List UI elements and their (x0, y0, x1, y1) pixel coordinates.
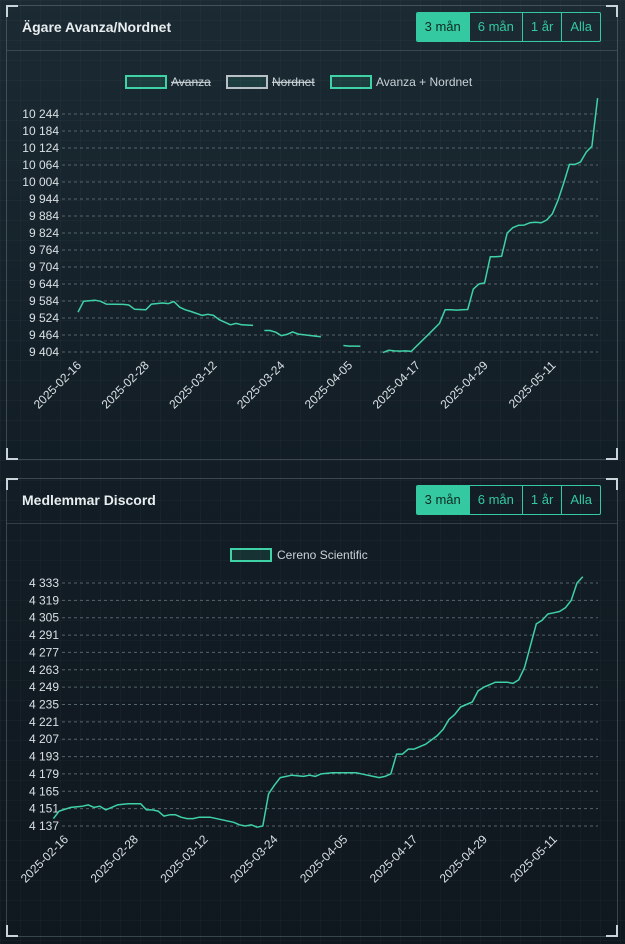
x-tick-label: 2025-03-12 (166, 358, 220, 412)
y-tick-label: 9 704 (29, 260, 59, 274)
y-tick-label: 9 404 (29, 345, 59, 359)
series-line (52, 576, 584, 828)
y-tick-label: 10 184 (22, 124, 59, 138)
y-tick-label: 9 884 (29, 209, 59, 223)
x-tick-label: 2025-05-11 (506, 358, 559, 411)
legend-item[interactable]: Nordnet (226, 75, 315, 89)
panel-header: Medlemmar Discord 3 mån 6 mån 1 år Alla (7, 479, 617, 524)
range-button-1y[interactable]: 1 år (521, 13, 561, 41)
corner-bracket (6, 448, 18, 460)
corner-bracket (606, 5, 618, 17)
x-tick-label: 2025-04-05 (297, 832, 351, 886)
corner-bracket (606, 478, 618, 490)
corner-bracket (6, 478, 18, 490)
y-tick-label: 9 584 (29, 294, 59, 308)
range-button-1y[interactable]: 1 år (521, 486, 561, 514)
range-button-group: 3 mån 6 mån 1 år Alla (415, 485, 601, 515)
range-button-all[interactable]: Alla (561, 13, 600, 41)
discord-panel: Medlemmar Discord 3 mån 6 mån 1 år Alla (6, 478, 618, 937)
y-tick-label: 10 064 (22, 158, 59, 172)
y-tick-label: 4 151 (29, 802, 59, 816)
corner-bracket (6, 925, 18, 937)
series-line (382, 98, 599, 354)
legend-swatch (226, 75, 268, 89)
x-tick-label: 2025-04-17 (370, 358, 424, 412)
y-tick-label: 4 137 (29, 819, 59, 833)
y-tick-label: 4 249 (29, 680, 59, 694)
legend-item[interactable]: Avanza + Nordnet (330, 75, 473, 89)
owners-panel: Ägare Avanza/Nordnet 3 mån 6 mån 1 år Al… (6, 5, 618, 460)
x-tick-label: 2025-03-24 (234, 358, 288, 412)
legend-item[interactable]: Cereno Scientific (230, 548, 368, 562)
x-tick-label: 2025-02-16 (31, 358, 85, 412)
x-tick-label: 2025-04-05 (302, 358, 356, 412)
y-tick-label: 4 193 (29, 750, 59, 764)
legend-label: Avanza (171, 75, 211, 89)
owners-line-chart: Avanza Nordnet Avanza + Nordnet 9 404 9 464 9… (22, 75, 599, 412)
y-tick-label: 10 124 (22, 141, 59, 155)
y-tick-label: 9 644 (29, 277, 59, 291)
panel-header: Ägare Avanza/Nordnet 3 mån 6 mån 1 år Al… (7, 6, 617, 51)
legend-label: Nordnet (272, 75, 315, 89)
legend-swatch (125, 75, 167, 89)
legend-swatch (330, 75, 372, 89)
y-tick-label: 4 221 (29, 715, 59, 729)
legend-swatch (230, 548, 272, 562)
range-button-6m[interactable]: 6 mån (468, 13, 522, 41)
y-tick-label: 10 004 (22, 175, 59, 189)
y-tick-label: 4 235 (29, 698, 59, 712)
range-button-6m[interactable]: 6 mån (468, 486, 522, 514)
y-tick-label: 4 165 (29, 784, 59, 798)
corner-bracket (6, 5, 18, 17)
x-tick-label: 2025-04-17 (367, 832, 421, 886)
x-tick-label: 2025-02-28 (99, 358, 153, 412)
y-tick-label: 4 207 (29, 732, 59, 746)
y-tick-label: 4 277 (29, 645, 59, 659)
y-tick-label: 4 305 (29, 611, 59, 625)
legend-label: Avanza + Nordnet (376, 75, 473, 89)
y-tick-label: 9 524 (29, 311, 59, 325)
y-tick-label: 4 319 (29, 593, 59, 607)
y-tick-label: 9 944 (29, 192, 59, 206)
y-tick-label: 10 244 (22, 107, 59, 121)
panel-title: Ägare Avanza/Nordnet (22, 19, 172, 35)
y-tick-label: 9 824 (29, 226, 59, 240)
corner-bracket (606, 925, 618, 937)
discord-line-chart: Cereno Scientific 4 137 4 151 4 165 4 179 4 1… (18, 548, 598, 886)
y-tick-label: 4 333 (29, 576, 59, 590)
range-button-3m[interactable]: 3 mån (416, 486, 469, 514)
x-tick-label: 2025-04-29 (437, 358, 491, 412)
y-tick-label: 9 764 (29, 243, 59, 257)
x-tick-label: 2025-03-24 (227, 832, 281, 886)
panel-title: Medlemmar Discord (22, 492, 156, 508)
x-tick-label: 2025-05-11 (507, 832, 560, 885)
y-tick-label: 4 179 (29, 767, 59, 781)
range-button-3m[interactable]: 3 mån (416, 13, 469, 41)
series-line (264, 329, 321, 338)
x-tick-label: 2025-02-16 (18, 832, 72, 886)
y-tick-label: 4 291 (29, 628, 59, 642)
y-tick-label: 4 263 (29, 663, 59, 677)
legend-label: Cereno Scientific (277, 548, 368, 562)
x-tick-label: 2025-02-28 (88, 832, 142, 886)
series-line (343, 344, 361, 348)
range-button-group: 3 mån 6 mån 1 år Alla (415, 12, 601, 42)
range-button-all[interactable]: Alla (561, 486, 600, 514)
x-tick-label: 2025-04-29 (437, 832, 491, 886)
series-line (77, 299, 254, 327)
corner-bracket (606, 448, 618, 460)
x-tick-label: 2025-03-12 (157, 832, 211, 886)
legend-item[interactable]: Avanza (125, 75, 211, 89)
y-tick-label: 9 464 (29, 328, 59, 342)
